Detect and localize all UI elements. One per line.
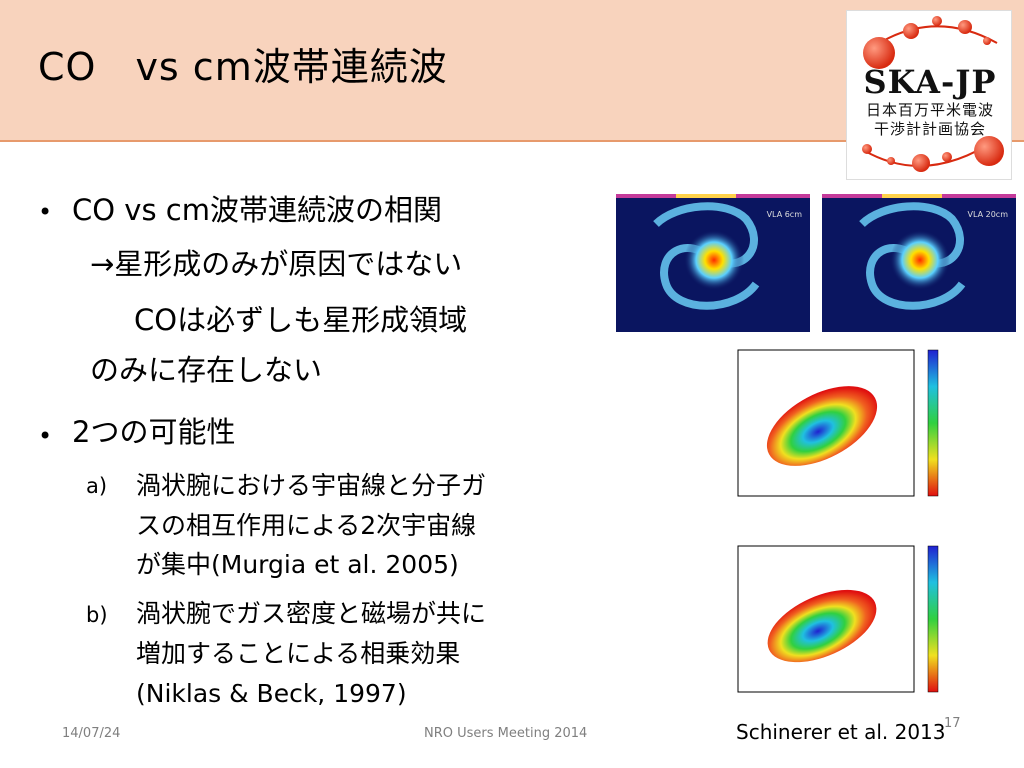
item-b-label: b) (86, 603, 108, 627)
galaxy-image-6cm: VLA 6cm (616, 194, 810, 332)
item-a-line2: スの相互作用による2次宇宙線 (136, 511, 477, 540)
item-a-line3: が集中(Murgia et al. 2005) (136, 550, 459, 579)
slide-title: CO vs cm波帯連続波 (38, 45, 448, 89)
bullet-co-correlation: CO vs cm波帯連続波の相関 (72, 193, 442, 227)
figure-credit: Schinerer et al. 2013 (736, 720, 946, 744)
text-not-only-star-formation: →星形成のみが原因ではない (90, 247, 463, 281)
bullet-dot: • (38, 198, 53, 226)
footer-event: NRO Users Meeting 2014 (424, 726, 588, 741)
logo-wordmark: SKA-JP (863, 63, 997, 101)
text-co-not-always: COは必ずしも星形成領域 (134, 303, 468, 337)
logo-circles-icon (862, 16, 1004, 172)
density-plot-6cm (737, 349, 939, 497)
text-exists-only: のみに存在しない (90, 353, 323, 387)
ska-jp-logo: SKA-JP 日本百万平米電波 干渉計計画協会 (846, 10, 1012, 180)
galaxy-20cm-label: VLA 20cm (967, 210, 1009, 219)
item-b-line1: 渦状腕でガス密度と磁場が共に (136, 599, 487, 628)
logo-subtitle-1: 日本百万平米電波 (865, 101, 994, 119)
density-plot-20cm (737, 545, 939, 693)
bullet-dot: • (38, 422, 53, 450)
bullet-two-possibilities: 2つの可能性 (72, 415, 236, 449)
item-b-line2: 増加することによる相乗効果 (136, 639, 461, 668)
item-b-line3: (Niklas & Beck, 1997) (136, 679, 407, 708)
item-a-line1: 渦状腕における宇宙線と分子ガ (136, 471, 487, 500)
galaxy-6cm-label: VLA 6cm (766, 210, 802, 219)
footer-date: 14/07/24 (62, 726, 121, 741)
galaxy-image-20cm: VLA 20cm (822, 194, 1016, 332)
logo-subtitle-2: 干渉計計画協会 (873, 120, 986, 138)
page-number: 17 (944, 716, 961, 731)
item-a-label: a) (86, 474, 108, 498)
